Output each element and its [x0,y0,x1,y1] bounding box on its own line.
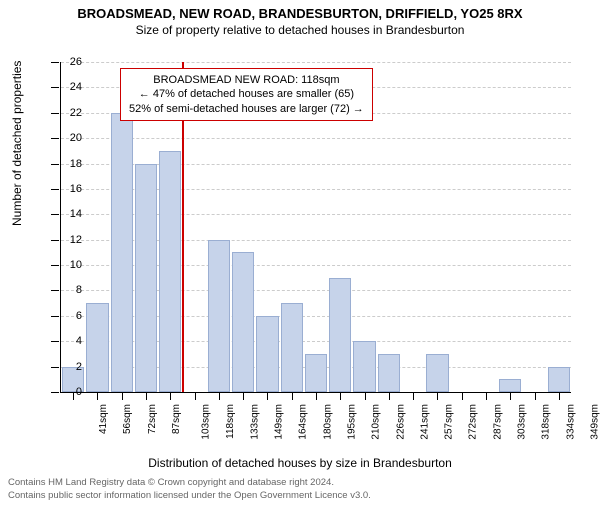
histogram-bar [256,316,278,392]
x-tick [267,392,268,400]
histogram-bar [353,341,375,392]
x-tick [170,392,171,400]
x-tick-label: 334sqm [565,404,576,440]
x-tick-label: 41sqm [98,404,109,434]
footer-attribution: Contains HM Land Registry data © Crown c… [8,477,371,502]
x-tick [510,392,511,400]
info-callout-box: BROADSMEAD NEW ROAD: 118sqm ← 47% of det… [120,68,373,121]
y-tick-label: 0 [52,386,82,398]
y-tick-label: 2 [52,361,82,373]
gridline [61,138,571,139]
histogram-bar [232,252,254,392]
x-tick [195,392,196,400]
y-tick-label: 16 [52,183,82,195]
x-tick [559,392,560,400]
x-tick-label: 195sqm [347,404,358,440]
y-tick-label: 4 [52,335,82,347]
x-tick-label: 226sqm [395,404,406,440]
x-tick-label: 210sqm [371,404,382,440]
footer-line-2: Contains public sector information licen… [8,490,371,502]
x-tick [292,392,293,400]
y-tick-label: 24 [52,81,82,93]
y-tick-label: 12 [52,234,82,246]
x-tick-label: 103sqm [201,404,212,440]
x-tick [122,392,123,400]
histogram-bar [426,354,448,392]
histogram-bar [548,367,570,392]
gridline [61,62,571,63]
y-tick-label: 22 [52,107,82,119]
x-tick [535,392,536,400]
y-tick-label: 6 [52,310,82,322]
x-tick [437,392,438,400]
histogram-bar [159,151,181,392]
x-tick [146,392,147,400]
x-tick-label: 56sqm [122,404,133,434]
x-tick [462,392,463,400]
info-line-1: BROADSMEAD NEW ROAD: 118sqm [129,73,364,87]
histogram-bar [329,278,351,392]
x-tick [365,392,366,400]
histogram-bar [135,164,157,392]
y-axis-title: Number of detached properties [10,61,24,226]
histogram-bar [208,240,230,392]
chart-container: BROADSMEAD, NEW ROAD, BRANDESBURTON, DRI… [0,6,600,506]
x-tick-label: 87sqm [171,404,182,434]
x-tick [389,392,390,400]
x-tick-label: 72sqm [147,404,158,434]
y-tick-label: 10 [52,259,82,271]
x-tick-label: 349sqm [589,404,600,440]
histogram-bar [378,354,400,392]
x-tick [340,392,341,400]
x-tick-label: 133sqm [249,404,260,440]
chart-title-sub: Size of property relative to detached ho… [0,23,600,37]
y-tick-label: 14 [52,208,82,220]
x-tick-label: 180sqm [322,404,333,440]
y-tick-label: 8 [52,284,82,296]
chart-title-main: BROADSMEAD, NEW ROAD, BRANDESBURTON, DRI… [0,6,600,21]
x-tick [316,392,317,400]
x-axis-title: Distribution of detached houses by size … [0,456,600,470]
x-tick-label: 257sqm [444,404,455,440]
footer-line-1: Contains HM Land Registry data © Crown c… [8,477,371,489]
y-tick-label: 20 [52,132,82,144]
info-line-3: 52% of semi-detached houses are larger (… [129,102,364,116]
x-tick [219,392,220,400]
x-tick [97,392,98,400]
x-tick-label: 241sqm [419,404,430,440]
x-tick-label: 318sqm [541,404,552,440]
x-tick-label: 287sqm [492,404,503,440]
x-tick-label: 272sqm [468,404,479,440]
x-tick-label: 303sqm [517,404,528,440]
histogram-bar [86,303,108,392]
y-tick-label: 26 [52,56,82,68]
x-tick-label: 149sqm [274,404,285,440]
x-tick-label: 118sqm [224,404,235,439]
info-line-2: ← 47% of detached houses are smaller (65… [129,87,364,101]
x-tick [243,392,244,400]
histogram-bar [305,354,327,392]
x-tick [413,392,414,400]
x-tick [486,392,487,400]
histogram-bar [499,379,521,392]
x-tick-label: 164sqm [298,404,309,440]
histogram-bar [111,113,133,392]
y-tick-label: 18 [52,158,82,170]
histogram-bar [281,303,303,392]
